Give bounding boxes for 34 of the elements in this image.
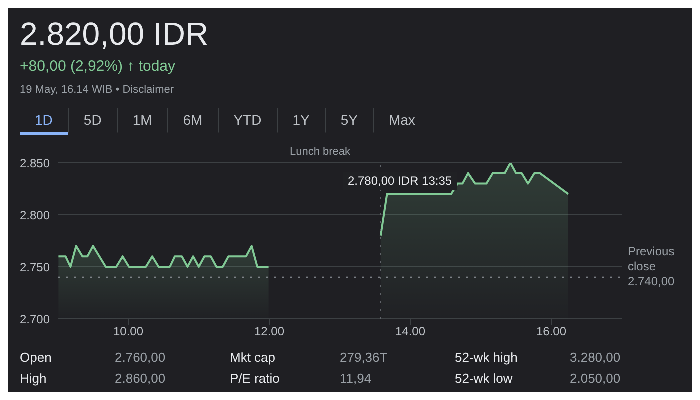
y-tick-label: 2.750	[20, 260, 50, 274]
text: 2.760,00	[115, 350, 167, 365]
text: P/E ratio	[230, 371, 281, 386]
ref-line-label: Previous close 2.740,00	[628, 244, 676, 288]
text: 2.050,00	[570, 371, 622, 386]
text: Max	[372, 108, 430, 135]
text: 52-wk low	[455, 371, 514, 386]
text: High	[20, 371, 48, 386]
y-tick-label: 2.700	[20, 312, 50, 326]
text: Open	[20, 350, 53, 365]
text: 1Y	[276, 108, 325, 135]
chart-subtitle: +80,00 (2,92%) ↑ today	[20, 58, 176, 75]
text: 1M	[116, 108, 168, 135]
text: 5D	[68, 108, 117, 135]
text: 279,36T	[340, 350, 389, 365]
text: 6M	[167, 108, 218, 135]
x-tick-label: 10.00	[113, 324, 144, 339]
text: 52-wk high	[455, 350, 519, 365]
text: 2.860,00	[115, 371, 167, 386]
text: Lunch break	[290, 146, 351, 158]
x-tick-label: 14.00	[395, 324, 426, 339]
annotation: 2.780,00 IDR 13:35	[343, 172, 458, 190]
text: 5Y	[324, 108, 373, 135]
text: Mkt cap	[230, 350, 277, 365]
x-tick-label: 12.00	[254, 324, 285, 339]
chart-title: 2.820,00 IDR	[20, 16, 209, 53]
y-tick-label: 2.850	[20, 156, 50, 170]
x-tick-label: 16.00	[536, 324, 567, 339]
text: 11,94	[340, 371, 373, 386]
text: 19 May, 16.14 WIB • Disclaimer	[20, 84, 174, 96]
text: 3.280,00	[570, 350, 622, 365]
text: YTD	[218, 108, 277, 135]
text: 1D	[20, 108, 68, 135]
y-tick-label: 2.800	[20, 208, 50, 222]
